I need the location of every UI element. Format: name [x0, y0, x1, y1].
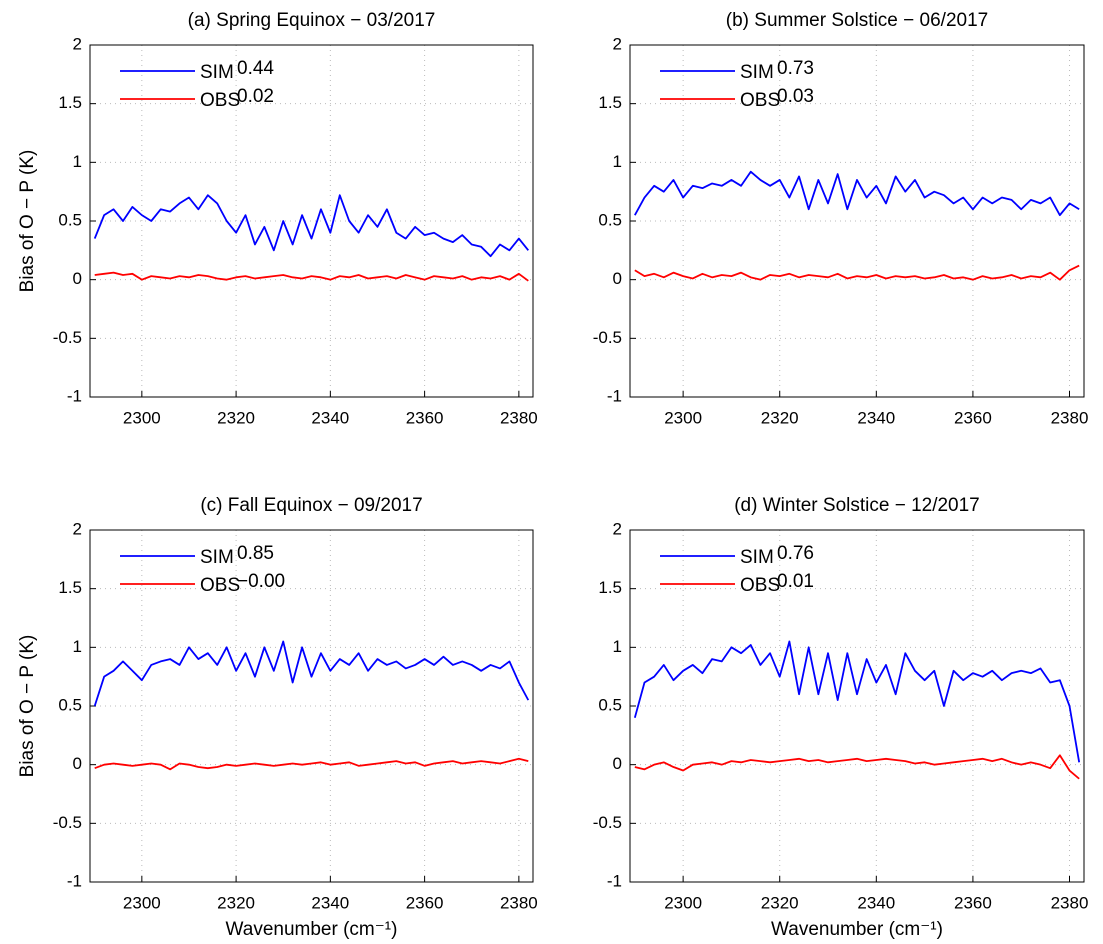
x-tick-label: 2320 — [217, 893, 255, 912]
x-tick-label: 2360 — [406, 408, 444, 427]
legend-mean: 0.02 — [237, 86, 274, 107]
x-tick-label: 2320 — [761, 408, 799, 427]
y-tick-label: -1 — [607, 871, 622, 890]
y-tick-label: 2 — [73, 34, 82, 53]
y-tick-label: 1.5 — [58, 93, 82, 112]
y-tick-label: 2 — [613, 519, 622, 538]
y-tick-label: 0 — [73, 269, 82, 288]
x-tick-label: 2300 — [664, 893, 702, 912]
axes-box — [89, 44, 534, 398]
x-tick-label: 2300 — [123, 408, 161, 427]
y-tick-label: 0.5 — [58, 210, 82, 229]
y-tick-label: 1.5 — [598, 93, 622, 112]
legend-mean: 0.44 — [237, 58, 274, 79]
y-tick-label: 2 — [73, 519, 82, 538]
legend-label: SIM — [200, 62, 234, 83]
axes-box — [89, 529, 534, 883]
series-line — [634, 264, 1080, 281]
y-tick-label: -0.5 — [53, 813, 82, 832]
series-line — [634, 170, 1080, 217]
y-tick-label: 0.5 — [598, 695, 622, 714]
x-tick-label: 2320 — [761, 893, 799, 912]
y-tick-label: -1 — [607, 386, 622, 405]
x-tick-label: 2300 — [123, 893, 161, 912]
axes-box — [629, 529, 1085, 883]
series-line — [94, 757, 529, 771]
legend-label: SIM — [740, 62, 774, 83]
y-tick-label: 0 — [613, 269, 622, 288]
x-tick-label: 2340 — [311, 893, 349, 912]
x-axis-label: Wavenumber (cm⁻¹) — [226, 919, 398, 940]
x-tick-label: 2380 — [500, 893, 538, 912]
y-tick-label: 0.5 — [598, 210, 622, 229]
y-tick-label: 1.5 — [58, 578, 82, 597]
chart-title: (a) Spring Equinox − 03/2017 — [188, 10, 436, 31]
y-axis-label: Bias of O − P (K) — [17, 635, 38, 778]
legend-label: SIM — [200, 547, 234, 568]
x-tick-label: 2340 — [857, 893, 895, 912]
x-axis-label: Wavenumber (cm⁻¹) — [771, 919, 943, 940]
y-tick-label: 1 — [613, 152, 622, 171]
y-tick-label: 0 — [73, 754, 82, 773]
x-tick-label: 2360 — [954, 893, 992, 912]
legend-mean: 0.76 — [777, 543, 814, 564]
legend-mean: −0.00 — [237, 571, 285, 592]
legend-label: OBS — [200, 90, 240, 111]
x-tick-label: 2380 — [1051, 408, 1089, 427]
axes-box — [629, 44, 1085, 398]
y-tick-label: 0 — [613, 754, 622, 773]
x-tick-label: 2360 — [406, 893, 444, 912]
y-tick-label: 1.5 — [598, 578, 622, 597]
series-line — [633, 640, 1081, 763]
x-tick-label: 2360 — [954, 408, 992, 427]
legend-mean: 0.73 — [777, 58, 814, 79]
chart-title: (d) Winter Solstice − 12/2017 — [734, 495, 980, 516]
y-tick-label: -0.5 — [593, 328, 622, 347]
legend-mean: 0.03 — [777, 86, 814, 107]
series-line — [634, 754, 1080, 780]
legend-mean: 0.01 — [777, 571, 814, 592]
y-tick-label: -0.5 — [593, 813, 622, 832]
y-tick-label: 1 — [613, 637, 622, 656]
y-tick-label: 0.5 — [58, 695, 82, 714]
legend-label: OBS — [740, 575, 780, 596]
y-axis-label: Bias of O − P (K) — [17, 150, 38, 293]
series-line — [93, 194, 529, 258]
legend-mean: 0.85 — [237, 543, 274, 564]
legend-label: OBS — [200, 575, 240, 596]
x-tick-label: 2320 — [217, 408, 255, 427]
y-tick-label: -0.5 — [53, 328, 82, 347]
y-tick-label: -1 — [67, 871, 82, 890]
x-tick-label: 2380 — [1051, 893, 1089, 912]
y-tick-label: -1 — [67, 386, 82, 405]
legend-label: SIM — [740, 547, 774, 568]
series-line — [93, 640, 530, 707]
x-tick-label: 2340 — [857, 408, 895, 427]
chart-title: (b) Summer Solstice − 06/2017 — [726, 10, 988, 31]
y-tick-label: 1 — [73, 637, 82, 656]
x-tick-label: 2340 — [311, 408, 349, 427]
legend-label: OBS — [740, 90, 780, 111]
y-tick-label: 1 — [73, 152, 82, 171]
series-line — [94, 271, 529, 282]
y-tick-label: 2 — [613, 34, 622, 53]
x-tick-label: 2380 — [500, 408, 538, 427]
x-tick-label: 2300 — [664, 408, 702, 427]
chart-title: (c) Fall Equinox − 09/2017 — [200, 495, 422, 516]
